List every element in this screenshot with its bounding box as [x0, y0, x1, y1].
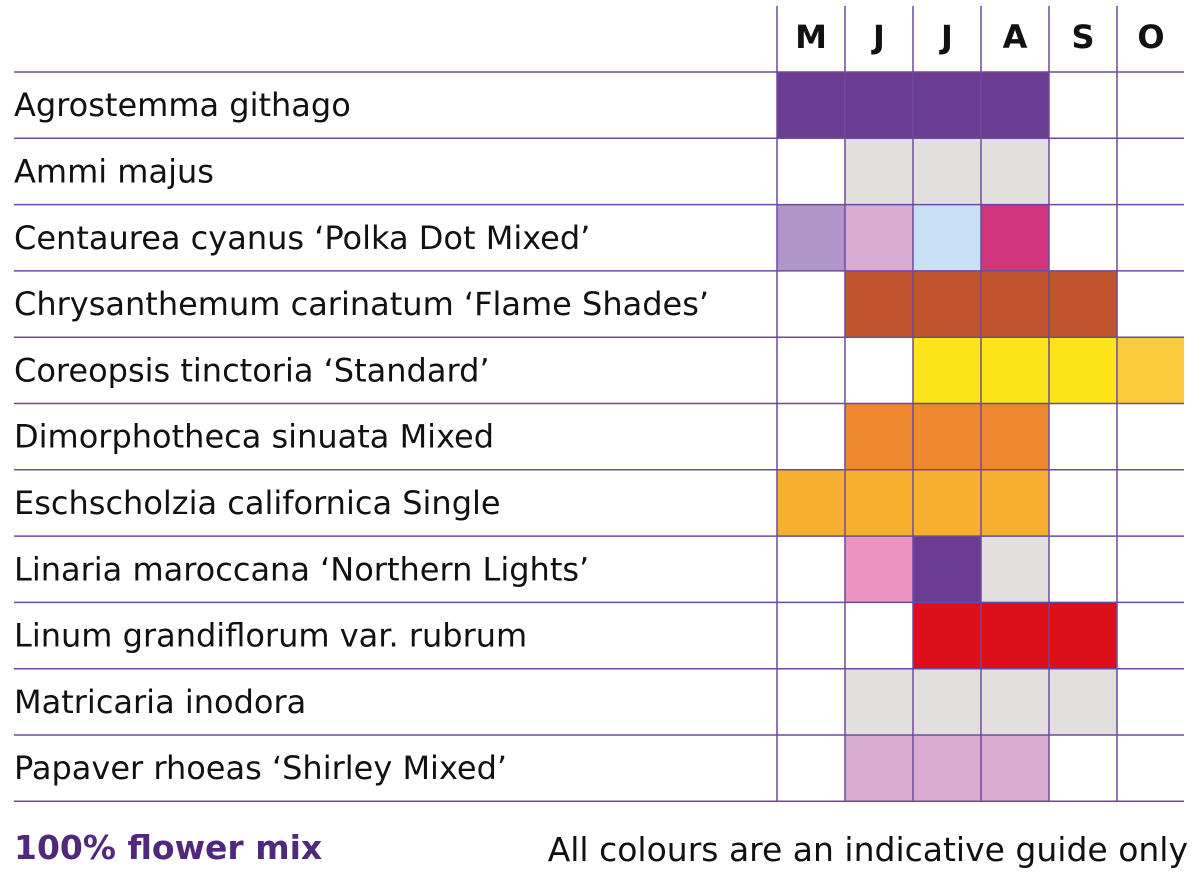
bloom-cell [981, 602, 1049, 669]
row-label: Centaurea cyanus ‘Polka Dot Mixed’ [14, 219, 590, 257]
bloom-cell [913, 668, 981, 735]
bloom-cell [777, 204, 845, 271]
bloom-cell [981, 72, 1049, 139]
bloom-cell [777, 469, 845, 537]
bloom-cell [981, 270, 1049, 338]
bloom-cell [845, 536, 913, 603]
month-header: J [871, 18, 885, 56]
row-label: Chrysanthemum carinatum ‘Flame Shades’ [14, 285, 709, 323]
month-header: O [1137, 18, 1164, 56]
bloom-cell [981, 536, 1049, 603]
bloom-cell [981, 403, 1049, 470]
bloom-cell [1117, 337, 1184, 404]
row-label: Linum grandiflorum var. rubrum [14, 617, 527, 655]
bloom-cell [845, 735, 913, 802]
bloom-cell [981, 668, 1049, 735]
bloom-cell [913, 72, 981, 139]
row-label: Matricaria inodora [14, 683, 306, 721]
flowering-chart: Agrostemma githago Ammi majus Centaurea cy… [14, 6, 1184, 803]
bloom-cell [845, 403, 913, 470]
row-label: Coreopsis tinctoria ‘Standard’ [14, 351, 490, 389]
bloom-cell [913, 602, 981, 669]
month-header: J [939, 18, 953, 56]
bloom-cell [913, 138, 981, 205]
bloom-cell [845, 270, 913, 338]
row-label: Ammi majus [14, 152, 214, 190]
bloom-cell [845, 668, 913, 735]
row-label: Dimorphotheca sinuata Mixed [14, 418, 494, 456]
bloom-cell [981, 138, 1049, 205]
bloom-cell [1049, 668, 1117, 735]
bloom-cell [913, 337, 981, 404]
bloom-cell [1049, 602, 1117, 669]
bloom-cell [913, 735, 981, 802]
row-label: Eschscholzia californica Single [14, 484, 501, 522]
bloom-cell [913, 403, 981, 470]
row-label: Agrostemma githago [14, 86, 351, 124]
row-label: Papaver rhoeas ‘Shirley Mixed’ [14, 749, 507, 787]
bloom-cell [913, 204, 981, 271]
bloom-cell [913, 270, 981, 338]
bloom-cell [845, 138, 913, 205]
row-label: Linaria maroccana ‘Northern Lights’ [14, 550, 589, 588]
bloom-cell [913, 469, 981, 537]
bloom-cell [981, 337, 1049, 404]
bloom-cell [981, 735, 1049, 802]
bloom-cell [845, 204, 913, 271]
bloom-cell [845, 72, 913, 139]
month-header: S [1071, 18, 1094, 56]
bloom-cell [1049, 270, 1117, 338]
bloom-cell [981, 204, 1049, 271]
mix-label: 100% flower mix [14, 828, 323, 867]
month-header: M [795, 18, 827, 56]
bloom-cell [913, 536, 981, 603]
bloom-cell [777, 72, 845, 139]
month-header: A [1003, 18, 1028, 56]
colour-note: All colours are an indicative guide only [547, 830, 1188, 869]
bloom-cell [845, 469, 913, 537]
bloom-cell [1049, 337, 1117, 404]
bloom-cell [981, 469, 1049, 537]
